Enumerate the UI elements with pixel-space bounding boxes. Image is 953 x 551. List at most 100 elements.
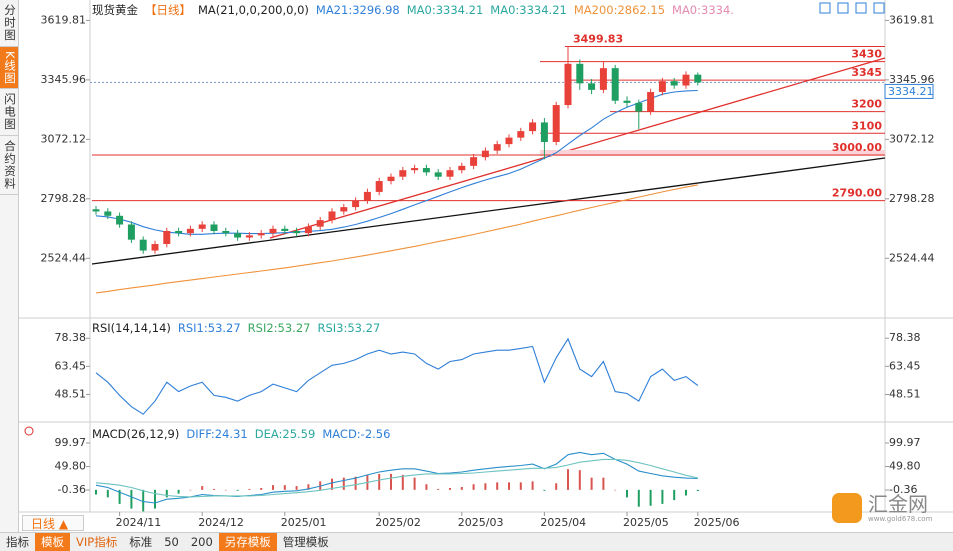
icon[interactable]: [837, 2, 849, 14]
watermark-text: 汇金网 www.gold678.com: [868, 493, 932, 523]
trend-line: [91, 157, 886, 265]
watermark-logo: [832, 493, 862, 523]
icon[interactable]: [855, 2, 867, 14]
macd-bar: [413, 477, 416, 490]
candle-body: [493, 144, 501, 151]
macd-bar: [472, 484, 475, 490]
macd-bar: [460, 487, 463, 490]
x-tick-label: 2025/02: [375, 516, 421, 529]
macd-header: MACD(26,12,9) DIFF:24.31 DEA:25.59 MACD:-2…: [92, 426, 390, 442]
y-tick-label: 2524.44: [889, 251, 935, 264]
y-tick-label: 2798.28: [889, 192, 935, 205]
toolbar-button[interactable]: 标准: [129, 535, 153, 549]
indicator-line: [95, 337, 699, 415]
x-tick-label: 2025/03: [458, 516, 504, 529]
candle-body: [92, 209, 100, 212]
toolbar-button[interactable]: 管理模板: [282, 535, 329, 549]
side-tab[interactable]: 闪电图: [0, 89, 18, 136]
y-tick-label: -0.36: [889, 483, 917, 496]
toolbar-button[interactable]: 指标: [6, 535, 29, 549]
y-tick-label: 3072.12: [889, 132, 935, 145]
candle-body: [328, 211, 336, 221]
level-label: 3200: [851, 98, 882, 111]
candle-body: [623, 100, 631, 103]
watermark: 汇金网 www.gold678.com: [832, 493, 932, 523]
macd-bar: [543, 489, 546, 491]
macd-bar: [531, 481, 534, 490]
candle-body: [434, 172, 442, 177]
side-tab[interactable]: 分时图: [0, 0, 18, 47]
toolbar-button[interactable]: 50: [164, 535, 179, 549]
toolbar-button[interactable]: 200: [190, 535, 213, 549]
legend-item: MA200:2862.15: [573, 3, 666, 17]
macd-bar: [673, 489, 676, 501]
macd-bar: [496, 482, 499, 490]
macd-bar: [130, 489, 133, 509]
icon[interactable]: [873, 2, 885, 14]
macd-bar: [401, 474, 404, 490]
legend-item: RSI2:53.27: [247, 321, 311, 335]
macd-bar: [236, 489, 239, 491]
candle-body: [198, 224, 206, 229]
candle-body: [647, 92, 655, 112]
candle-body: [281, 228, 289, 231]
candle-body: [670, 81, 678, 86]
macd-bar: [106, 489, 109, 498]
macd-bar: [118, 489, 121, 504]
y-tick-label: 3345.96: [889, 73, 935, 86]
icon[interactable]: [819, 2, 831, 14]
candle-body: [340, 207, 348, 212]
indicator: MA(21,0,0,200,0,0): [198, 3, 309, 17]
level-label: 3000.00: [832, 141, 882, 154]
price-header: 现货黄金 【日线】 MA(21,0,0,200,0,0) MA21:3296.9…: [92, 2, 734, 18]
y-tick-label: 78.38: [55, 331, 87, 344]
macd-bar: [342, 477, 345, 490]
macd-bar: [590, 477, 593, 490]
candle-body: [564, 63, 572, 106]
macd-bar: [354, 476, 357, 490]
macd-bar: [283, 485, 286, 490]
x-tick-label: 2024/11: [116, 516, 162, 529]
y-tick-label: 49.80: [55, 460, 87, 473]
period-button[interactable]: 日线 ▲: [22, 515, 84, 531]
level-label: 2790.00: [832, 187, 882, 200]
macd-bar: [213, 488, 215, 490]
macd-bar: [578, 470, 581, 490]
macd-bar: [696, 489, 699, 492]
watermark-title: 汇金网: [868, 492, 928, 516]
macd-bar: [567, 469, 569, 490]
macd-bar: [602, 477, 605, 490]
side-tab[interactable]: 合约资料: [0, 136, 18, 195]
period: 【日线】: [145, 3, 191, 17]
candle-body: [588, 83, 596, 90]
y-tick-label: 48.51: [889, 387, 921, 400]
macd-bar: [224, 489, 227, 491]
macd-bar: [437, 488, 440, 490]
candle-body: [552, 105, 560, 142]
last-price-label: 3334.21: [888, 85, 934, 98]
settings-icon[interactable]: [24, 426, 34, 436]
toolbar-button[interactable]: 模板: [35, 533, 70, 551]
chart: 3619.81 3619.81 3345.96 3345.96 3072.12 3072.…: [18, 0, 953, 529]
y-tick-label: 99.97: [889, 436, 921, 449]
candle-body: [352, 200, 360, 208]
candle-body: [540, 122, 548, 142]
toolbar-button[interactable]: 另存模板: [218, 533, 277, 551]
legend-item: MA0:3334.: [672, 3, 734, 17]
y-tick-label: 48.51: [55, 387, 87, 400]
legend-item: RSI3:53.27: [317, 321, 381, 335]
candle-body: [694, 74, 702, 83]
watermark-url: www.gold678.com: [868, 515, 933, 523]
x-tick-label: 2025/05: [623, 516, 669, 529]
x-tick-label: 2025/01: [281, 516, 327, 529]
sidebar: 分时图 K线图 闪电图 合约资料: [0, 0, 19, 532]
y-tick-label: 2524.44: [41, 251, 87, 264]
y-tick-label: 78.38: [889, 331, 921, 344]
instrument: 现货黄金: [92, 3, 138, 17]
side-tab[interactable]: K线图: [0, 46, 18, 90]
macd-bar: [95, 489, 97, 495]
candle-body: [163, 231, 171, 245]
toolbar-button[interactable]: VIP指标: [76, 535, 118, 549]
macd-bar: [378, 473, 381, 490]
x-tick-label: 2024/12: [198, 516, 244, 529]
